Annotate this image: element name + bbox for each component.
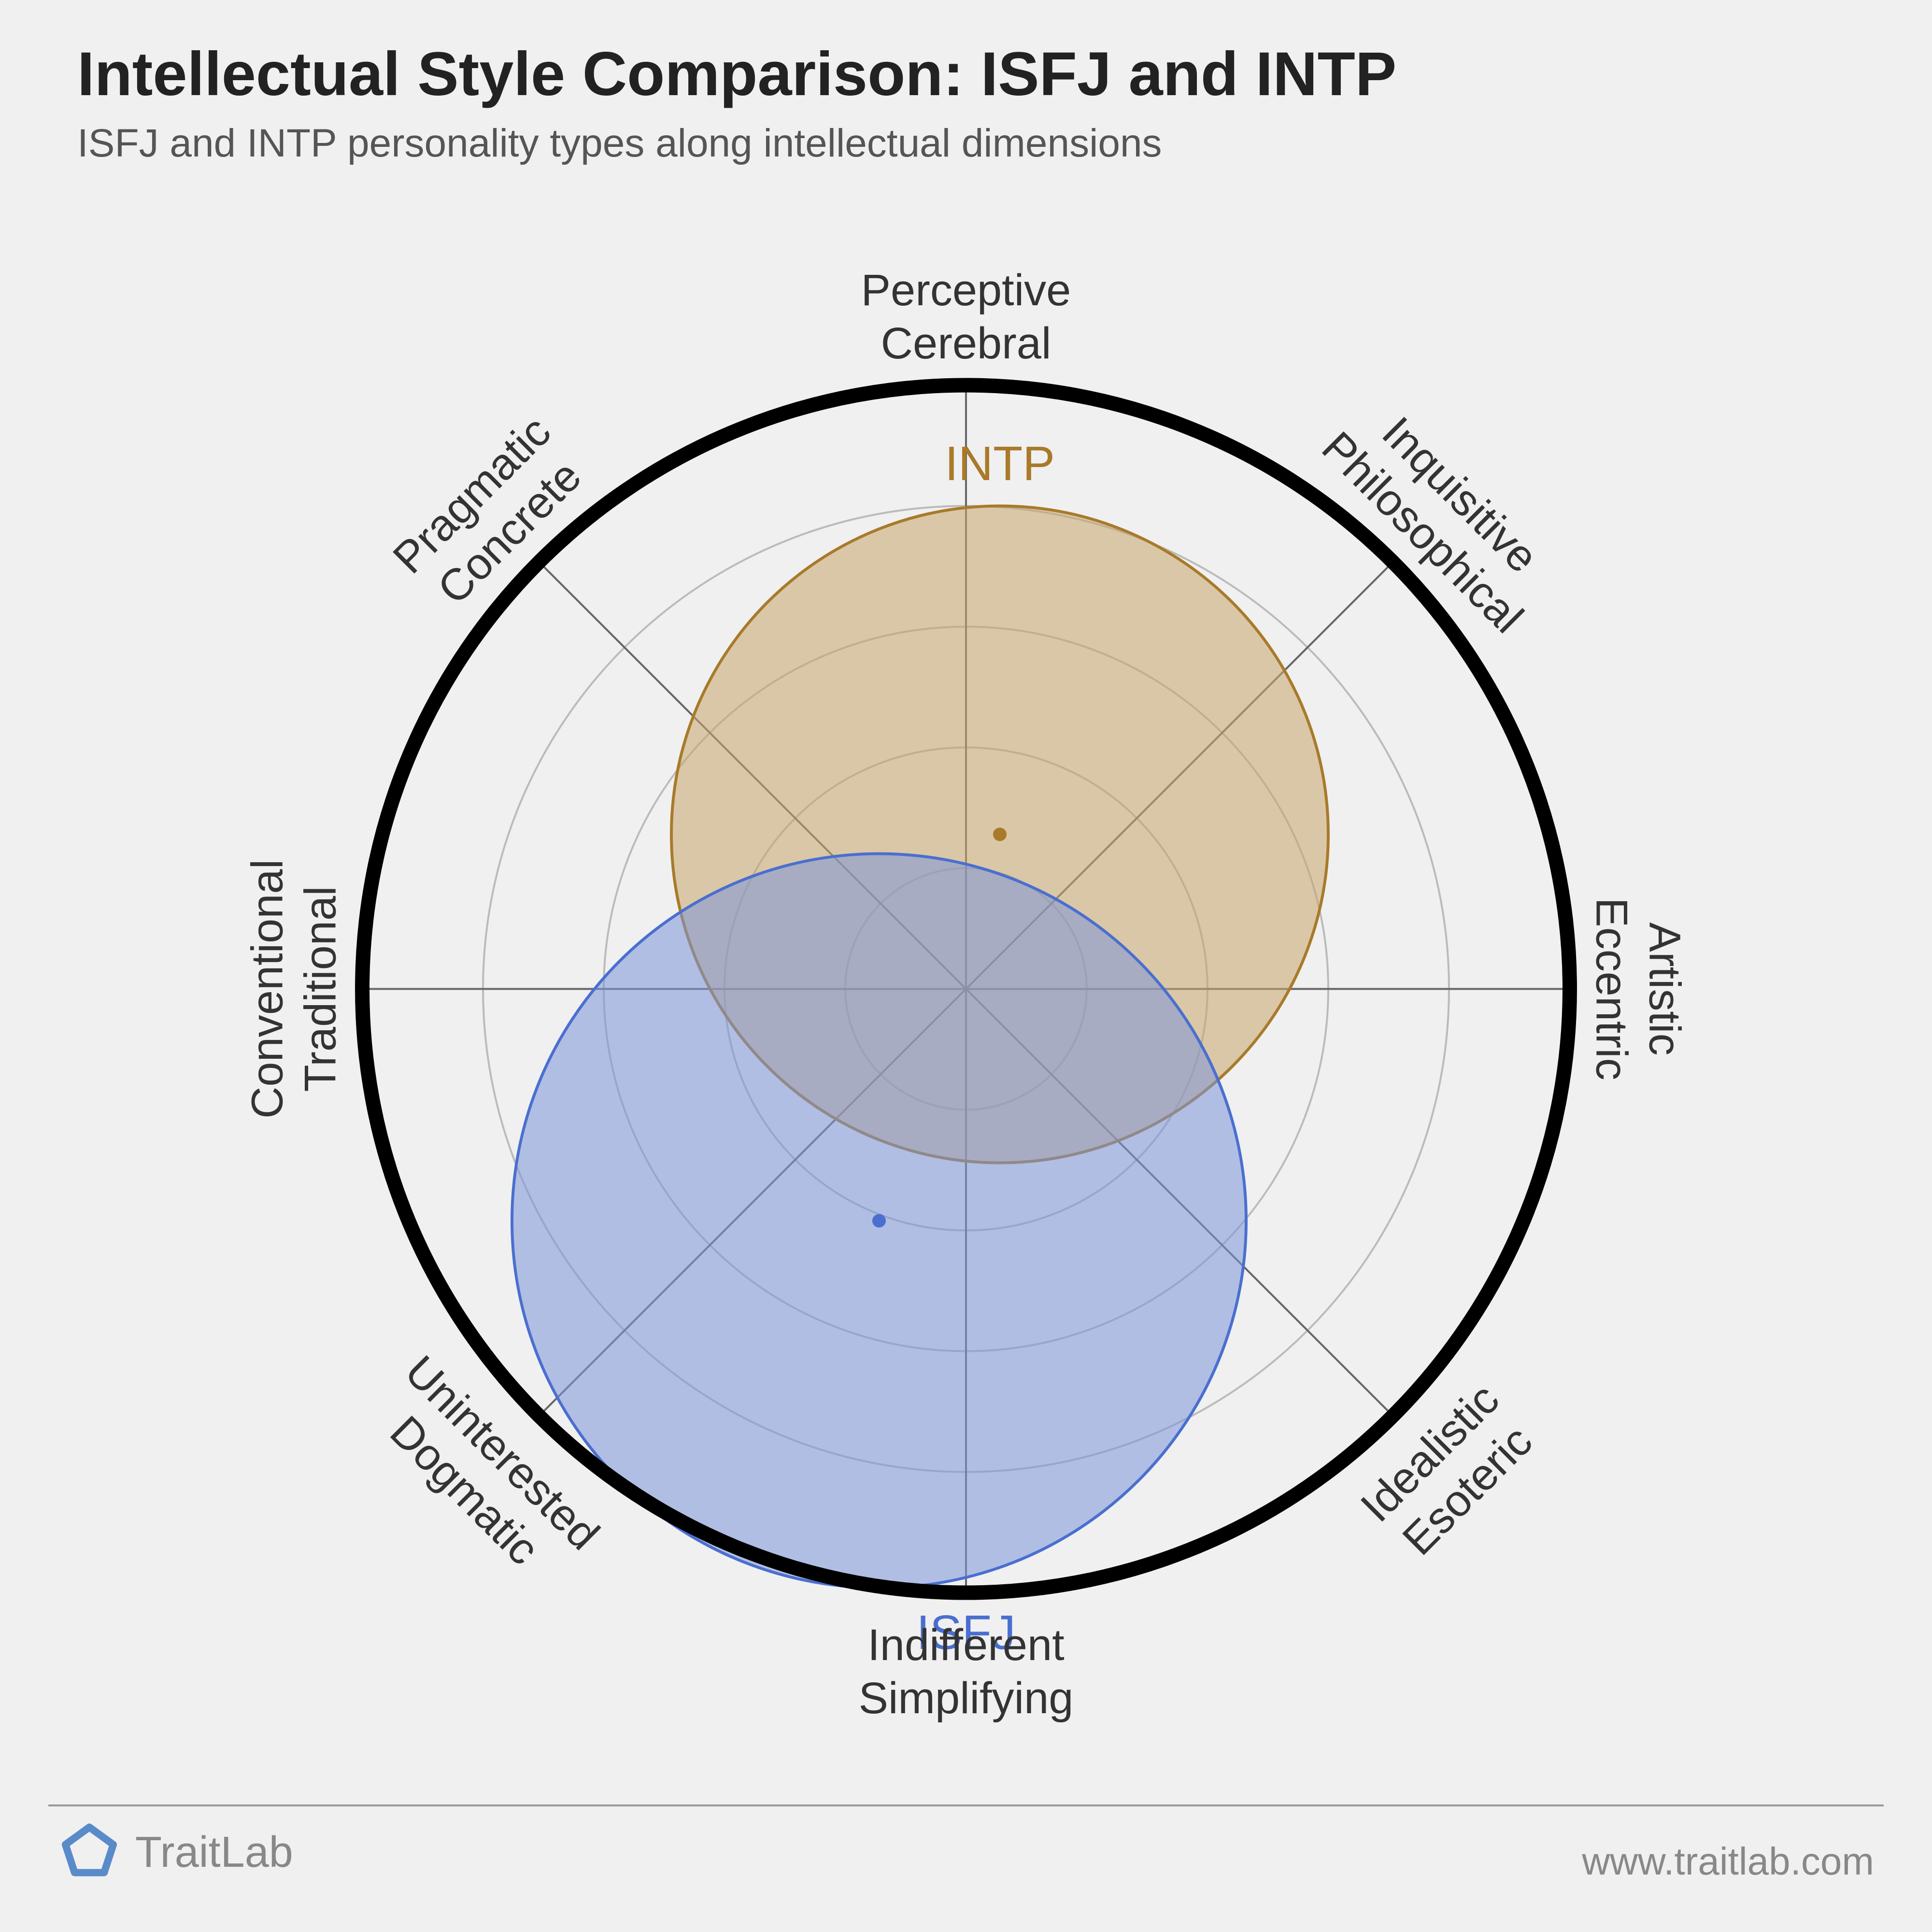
chart-canvas: { "title": "Intellectual Style Compariso… <box>0 0 1932 1932</box>
chart-title: Intellectual Style Comparison: ISFJ and … <box>77 39 1396 110</box>
brand-name: TraitLab <box>135 1828 293 1877</box>
svg-text:Conventional: Conventional <box>242 859 292 1119</box>
svg-text:Artistic: Artistic <box>1640 923 1690 1056</box>
chart-subtitle: ISFJ and INTP personality types along in… <box>77 121 1162 166</box>
radar-chart: INTPISFJPerceptiveCerebralInquisitivePhi… <box>97 168 1835 1813</box>
footer-divider <box>48 1804 1884 1806</box>
svg-text:Traditional: Traditional <box>296 886 345 1092</box>
brand-logo-icon <box>58 1821 121 1884</box>
footer-url: www.traitlab.com <box>1582 1839 1874 1884</box>
svg-text:Eccentric: Eccentric <box>1587 897 1636 1080</box>
svg-text:Indifferent: Indifferent <box>867 1620 1065 1670</box>
svg-text:INTP: INTP <box>945 437 1055 491</box>
footer-brand: TraitLab <box>58 1821 293 1884</box>
radar-svg: INTPISFJPerceptiveCerebralInquisitivePhi… <box>97 168 1835 1810</box>
svg-text:Perceptive: Perceptive <box>861 266 1071 315</box>
svg-text:Simplifying: Simplifying <box>859 1674 1074 1723</box>
svg-text:Cerebral: Cerebral <box>881 319 1051 368</box>
